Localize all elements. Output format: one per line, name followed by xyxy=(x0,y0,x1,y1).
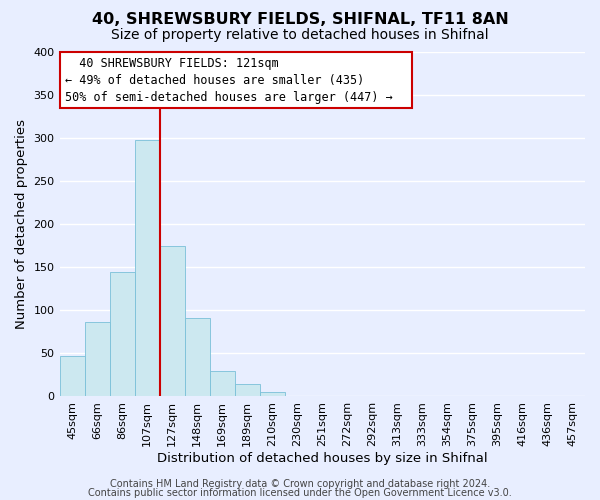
Bar xyxy=(160,246,185,396)
Bar xyxy=(85,322,110,396)
X-axis label: Distribution of detached houses by size in Shifnal: Distribution of detached houses by size … xyxy=(157,452,488,465)
Bar xyxy=(59,356,85,397)
Bar xyxy=(260,392,285,396)
Bar xyxy=(134,140,160,396)
Text: Size of property relative to detached houses in Shifnal: Size of property relative to detached ho… xyxy=(111,28,489,42)
Text: Contains HM Land Registry data © Crown copyright and database right 2024.: Contains HM Land Registry data © Crown c… xyxy=(110,479,490,489)
Y-axis label: Number of detached properties: Number of detached properties xyxy=(15,119,28,329)
Bar xyxy=(185,318,209,396)
Text: 40, SHREWSBURY FIELDS, SHIFNAL, TF11 8AN: 40, SHREWSBURY FIELDS, SHIFNAL, TF11 8AN xyxy=(92,12,508,28)
Bar xyxy=(209,370,235,396)
Text: Contains public sector information licensed under the Open Government Licence v3: Contains public sector information licen… xyxy=(88,488,512,498)
Bar xyxy=(235,384,260,396)
Text: 40 SHREWSBURY FIELDS: 121sqm
← 49% of detached houses are smaller (435)
50% of s: 40 SHREWSBURY FIELDS: 121sqm ← 49% of de… xyxy=(65,56,407,104)
Bar xyxy=(110,272,134,396)
